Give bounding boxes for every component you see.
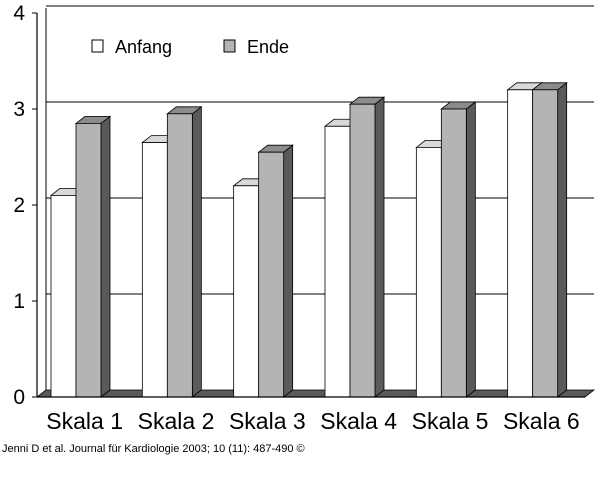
legend-swatch bbox=[223, 39, 236, 53]
legend-label: Anfang bbox=[115, 37, 172, 57]
x-tick-label: Skala 6 bbox=[503, 408, 580, 434]
legend-label: Ende bbox=[247, 37, 289, 57]
bar-ende bbox=[257, 144, 294, 398]
x-tick-label: Skala 3 bbox=[229, 408, 306, 434]
x-tick-label: Skala 2 bbox=[138, 408, 215, 434]
bar-ende bbox=[440, 101, 477, 398]
bar-front bbox=[507, 89, 534, 398]
bar-front bbox=[75, 123, 102, 398]
bar-side bbox=[557, 81, 568, 398]
legend-item-ende: Ende bbox=[223, 37, 289, 57]
bar-front bbox=[233, 185, 260, 398]
x-tick-label: Skala 4 bbox=[320, 408, 397, 434]
bar-front bbox=[166, 113, 193, 398]
y-tick-label: 2 bbox=[13, 194, 25, 217]
x-tick-label: Skala 5 bbox=[412, 408, 489, 434]
x-axis: Skala 1 Skala 2 Skala 3 Skala 4 Skala 5 Skala… bbox=[37, 396, 585, 434]
bar-front bbox=[440, 108, 467, 398]
gridlines bbox=[45, 5, 594, 390]
bar-front bbox=[415, 146, 442, 398]
y-tick-label: 0 bbox=[13, 386, 25, 409]
bar-ende bbox=[531, 81, 568, 398]
legend-swatch bbox=[91, 39, 104, 53]
legend: Anfang Ende bbox=[91, 37, 289, 57]
bar-front bbox=[532, 89, 559, 398]
y-tick-label: 1 bbox=[13, 290, 25, 313]
bar-front bbox=[258, 151, 285, 398]
bars bbox=[49, 81, 568, 398]
y-axis: 0 1 2 3 4 bbox=[13, 2, 38, 409]
x-tick-label: Skala 1 bbox=[46, 408, 123, 434]
bar-side bbox=[374, 96, 385, 398]
bar-front bbox=[50, 194, 77, 398]
bar-ende bbox=[348, 96, 386, 398]
bar-side bbox=[283, 144, 294, 398]
bar-side bbox=[465, 101, 476, 398]
source-credit: Jenni D et al. Journal für Kardiologie 2… bbox=[2, 443, 305, 455]
bar-front bbox=[141, 142, 168, 398]
bar-side bbox=[191, 105, 202, 398]
bar-side bbox=[100, 115, 111, 398]
bar-front bbox=[349, 103, 376, 398]
y-tick-label: 3 bbox=[13, 98, 25, 121]
legend-item-anfang: Anfang bbox=[91, 37, 172, 57]
bar-ende bbox=[166, 105, 203, 398]
bar-front bbox=[324, 125, 351, 398]
y-tick-label: 4 bbox=[13, 2, 25, 25]
bar-ende bbox=[74, 115, 112, 398]
